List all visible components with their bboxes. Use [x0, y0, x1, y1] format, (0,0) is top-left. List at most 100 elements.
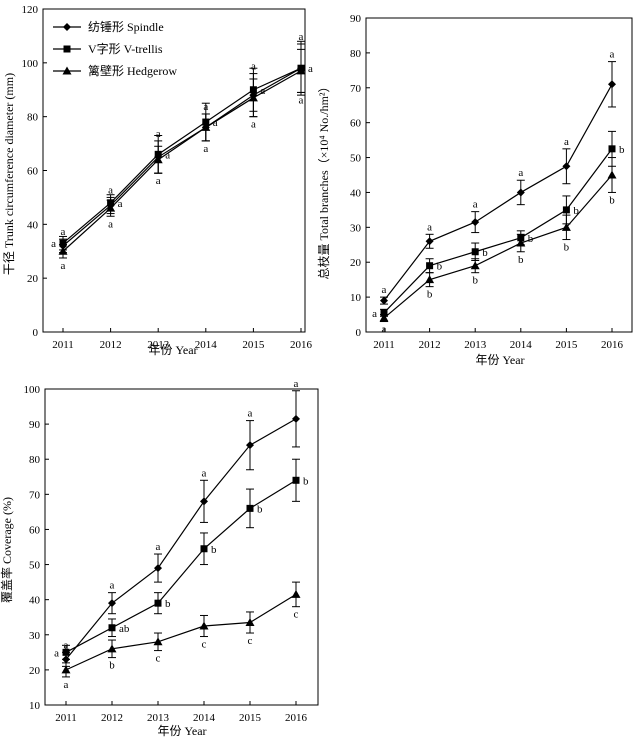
branches-plot-frame [365, 17, 633, 333]
branches-significance-letter: a [382, 324, 387, 336]
coverage-x-tick-label: 2016 [285, 712, 308, 724]
trunk-legend-marker [62, 66, 72, 75]
branches-significance-letter: a [372, 308, 377, 320]
trunk-significance-letter: a [118, 198, 123, 210]
coverage-x-tick-label: 2013 [147, 712, 170, 724]
coverage-x-tick-label: 2015 [239, 712, 262, 724]
trunk-data-point [58, 246, 68, 255]
coverage-y-tick-label: 20 [29, 665, 41, 677]
coverage-significance-letter: a [54, 647, 59, 659]
branches-series-line [383, 174, 613, 319]
trunk-significance-letter: a [308, 63, 313, 75]
coverage-x-tick-label: 2012 [101, 712, 123, 724]
branches-significance-letter: b [619, 144, 625, 156]
branches-x-tick-label: 2013 [464, 339, 487, 351]
branches-y-tick-label: 50 [350, 153, 362, 165]
branches-significance-letter: b [564, 242, 570, 254]
branches-significance-letter: b [609, 194, 615, 206]
trunk-significance-letter: a [108, 184, 113, 196]
branches-x-tick-label: 2014 [510, 339, 533, 351]
coverage-significance-letter: c [294, 609, 299, 621]
coverage-data-point [292, 476, 300, 484]
trunk-data-point [248, 93, 258, 102]
trunk-y-tick-label: 120 [22, 4, 39, 16]
trunk-significance-letter: a [299, 31, 304, 43]
coverage-plot-frame [44, 388, 319, 706]
coverage-significance-letter: c [156, 653, 161, 665]
coverage-y-tick-label: 100 [24, 384, 41, 396]
branches-y-tick-label: 20 [350, 257, 362, 269]
coverage-significance-letter: a [156, 541, 161, 553]
trunk-chart-xlabel: 年份 Year [148, 343, 197, 357]
branches-significance-letter: b [518, 254, 524, 266]
coverage-chart-xlabel: 年份 Year [157, 724, 206, 738]
coverage-significance-letter: a [294, 378, 299, 390]
coverage-significance-letter: ab [119, 623, 130, 635]
branches-y-tick-label: 40 [350, 187, 362, 199]
branches-significance-letter: a [610, 49, 615, 61]
branches-data-point [379, 313, 389, 322]
coverage-data-point [292, 414, 300, 423]
branches-significance-letter: a [564, 136, 569, 148]
branches-data-point [471, 248, 479, 256]
trunk-legend-label: 篱壁形 Hedgerow [88, 63, 177, 78]
branches-significance-letter: a [518, 167, 523, 179]
branches-data-point [380, 309, 388, 317]
coverage-significance-letter: b [211, 544, 217, 556]
coverage-data-point [108, 599, 116, 608]
branches-series-line [383, 148, 613, 314]
trunk-significance-letter: a [251, 61, 256, 73]
branches-data-point [380, 296, 388, 305]
trunk-legend-marker [63, 23, 71, 31]
branches-significance-letter: b [427, 289, 433, 301]
coverage-chart-ylabel: 覆盖率 Coverage (%) [0, 497, 14, 603]
coverage-data-point [291, 589, 301, 598]
coverage-significance-letter: a [110, 580, 115, 592]
trunk-y-tick-label: 80 [27, 112, 39, 124]
trunk-plot-frame [42, 8, 306, 333]
coverage-y-tick-label: 10 [29, 700, 41, 712]
trunk-legend-label: V字形 V-trellis [88, 41, 163, 56]
coverage-significance-letter: b [109, 660, 115, 672]
branches-data-point [516, 188, 525, 197]
trunk-x-tick-label: 2014 [195, 339, 218, 351]
coverage-significance-letter: c [248, 635, 253, 647]
coverage-series-line [65, 479, 297, 653]
branches-significance-letter: b [528, 233, 534, 245]
coverage-data-point [107, 644, 117, 653]
branches-x-tick-label: 2016 [601, 339, 624, 351]
trunk-data-point [59, 239, 67, 247]
coverage-data-point [245, 617, 255, 626]
trunk-significance-letter: a [165, 149, 170, 161]
branches-data-point [607, 170, 617, 179]
branches-x-tick-label: 2011 [373, 339, 395, 351]
trunk-series-line [62, 67, 302, 244]
coverage-y-tick-label: 40 [29, 595, 41, 607]
coverage-data-point [62, 648, 70, 656]
coverage-data-point [61, 665, 71, 674]
branches-y-tick-label: 80 [350, 48, 362, 60]
coverage-significance-letter: b [165, 598, 171, 610]
branches-significance-letter: a [427, 221, 432, 233]
branches-x-tick-label: 2012 [419, 339, 441, 351]
trunk-significance-letter: a [213, 117, 218, 129]
branches-significance-letter: b [472, 275, 478, 287]
branches-y-tick-label: 60 [350, 118, 362, 130]
branches-data-point [470, 261, 480, 270]
branches-data-point [562, 162, 571, 171]
trunk-legend-marker [63, 45, 71, 53]
branches-series-line [383, 83, 613, 301]
trunk-x-tick-label: 2016 [290, 339, 313, 351]
trunk-data-point [296, 66, 306, 75]
branches-data-point [516, 238, 526, 247]
branches-x-tick-label: 2015 [555, 339, 578, 351]
coverage-data-point [108, 624, 116, 632]
branches-significance-letter: b [482, 247, 488, 259]
trunk-data-point [201, 122, 211, 131]
trunk-y-tick-label: 40 [27, 219, 39, 231]
branches-data-point [426, 262, 434, 270]
coverage-y-tick-label: 80 [29, 454, 41, 466]
branches-y-tick-label: 10 [350, 292, 362, 304]
coverage-x-tick-label: 2011 [55, 712, 77, 724]
